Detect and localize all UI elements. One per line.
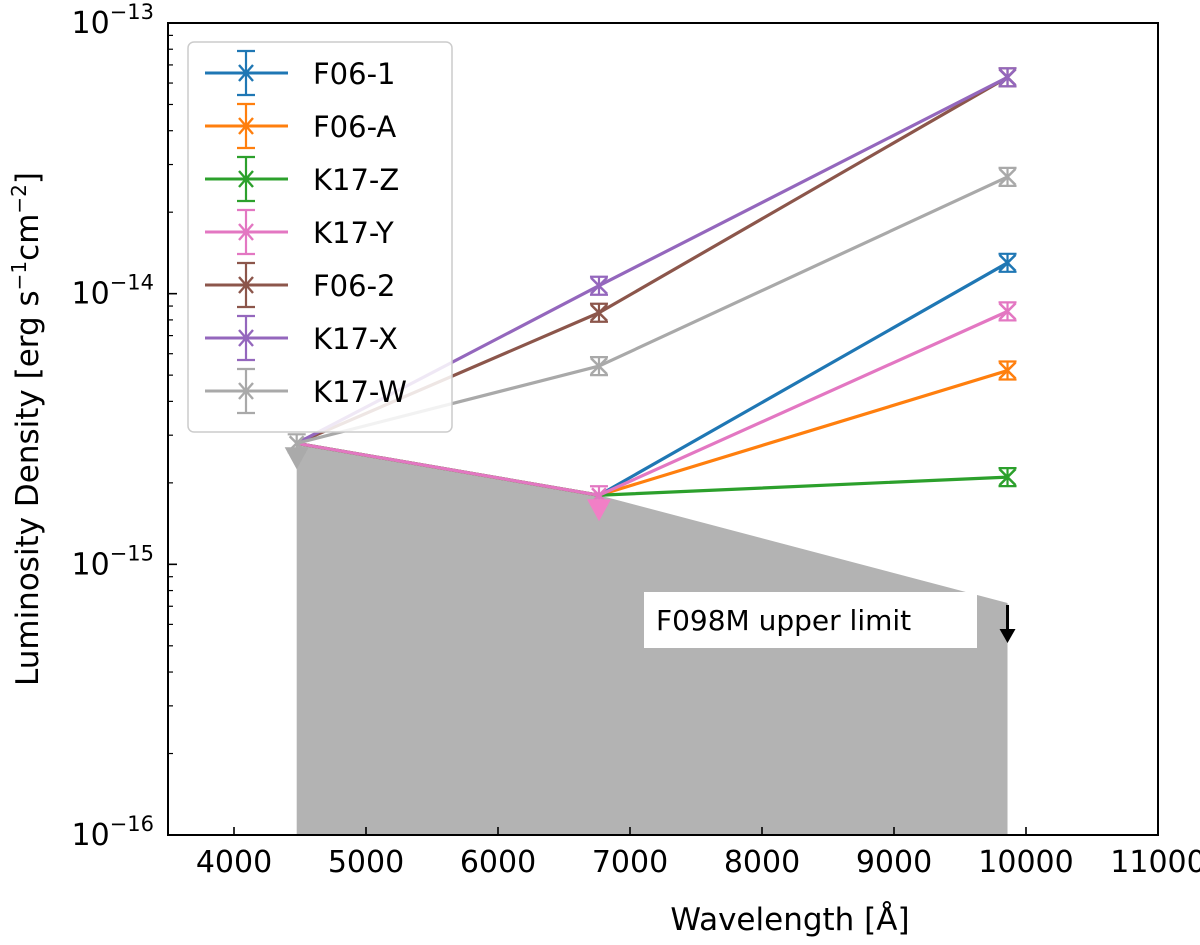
x-tick-label: 5000 [328,845,404,880]
y-tick-label: 10−13 [71,0,154,41]
plot-frame [167,22,1159,836]
legend-marker [238,223,254,241]
y-axis-label: Luminosity Density [erg s−1cm−2] [7,172,46,686]
data-point-k17-w [998,166,1017,188]
legend-entry-f06-2: F06-2 [205,261,396,309]
legend-marker [238,170,254,188]
upper-limit-marker [586,499,611,522]
annotation-box [644,592,977,648]
data-point-k17-x [589,275,608,296]
x-tick-label: 10000 [978,845,1073,880]
legend-label: F06-1 [313,57,396,91]
y-tick-label: 10−15 [71,541,154,582]
upper-limit-marker [284,447,309,470]
legend-marker [238,64,254,82]
legend-entry-f06-a: F06-A [205,102,396,150]
legend-entry-k17-w: K17-W [205,367,407,415]
legend-marker [238,117,254,135]
legend-label: K17-X [313,322,398,356]
legend-entry-k17-z: K17-Z [205,155,399,203]
legend-label: K17-Y [313,216,394,250]
legend-marker [238,329,254,347]
x-tick-label: 6000 [460,845,536,880]
data-point-k17-y [998,301,1017,322]
x-tick-label: 8000 [724,845,800,880]
data-point-k17-x [998,67,1017,88]
data-point-k17-z [998,467,1017,488]
x-tick-label: 11000 [1110,845,1200,880]
y-tick-label: 10−16 [71,812,154,853]
legend-entry-k17-y: K17-Y [205,208,394,256]
x-axis-label: Wavelength [Å] [670,902,909,938]
legend-label: K17-Z [313,163,399,197]
data-point-f06-a [998,360,1017,381]
data-point-k17-w [589,355,608,377]
legend-entry-k17-x: K17-X [205,314,398,362]
legend-marker [238,382,254,400]
legend-label: K17-W [313,375,407,409]
legend-box [187,41,453,433]
legend-label: F06-2 [313,269,396,303]
x-tick-label: 4000 [196,845,272,880]
data-point-f06-2 [589,302,608,323]
x-tick-label: 9000 [856,845,932,880]
legend-label: F06-A [313,110,396,144]
annotation-label: F098M upper limit [656,604,911,637]
annotation-arrow-head [999,628,1016,643]
legend-marker [238,276,254,294]
data-point-f06-1 [998,252,1017,273]
y-tick-label: 10−14 [71,271,154,312]
legend-entry-f06-1: F06-1 [205,49,396,97]
x-tick-label: 7000 [592,845,668,880]
